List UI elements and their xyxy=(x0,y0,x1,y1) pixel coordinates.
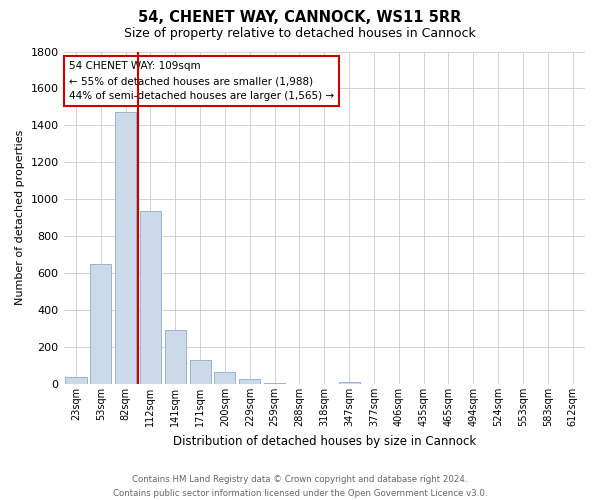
Bar xyxy=(190,360,211,384)
Bar xyxy=(214,372,235,384)
Text: 54 CHENET WAY: 109sqm
← 55% of detached houses are smaller (1,988)
44% of semi-d: 54 CHENET WAY: 109sqm ← 55% of detached … xyxy=(69,62,334,101)
Text: Size of property relative to detached houses in Cannock: Size of property relative to detached ho… xyxy=(124,28,476,40)
Text: 54, CHENET WAY, CANNOCK, WS11 5RR: 54, CHENET WAY, CANNOCK, WS11 5RR xyxy=(139,10,461,25)
Bar xyxy=(338,382,359,384)
Bar xyxy=(264,383,285,384)
Y-axis label: Number of detached properties: Number of detached properties xyxy=(15,130,25,306)
Bar xyxy=(140,212,161,384)
Bar xyxy=(90,264,112,384)
Bar xyxy=(115,112,136,384)
Bar xyxy=(239,380,260,384)
Bar xyxy=(165,330,186,384)
Bar xyxy=(65,376,86,384)
X-axis label: Distribution of detached houses by size in Cannock: Distribution of detached houses by size … xyxy=(173,434,476,448)
Text: Contains HM Land Registry data © Crown copyright and database right 2024.
Contai: Contains HM Land Registry data © Crown c… xyxy=(113,476,487,498)
